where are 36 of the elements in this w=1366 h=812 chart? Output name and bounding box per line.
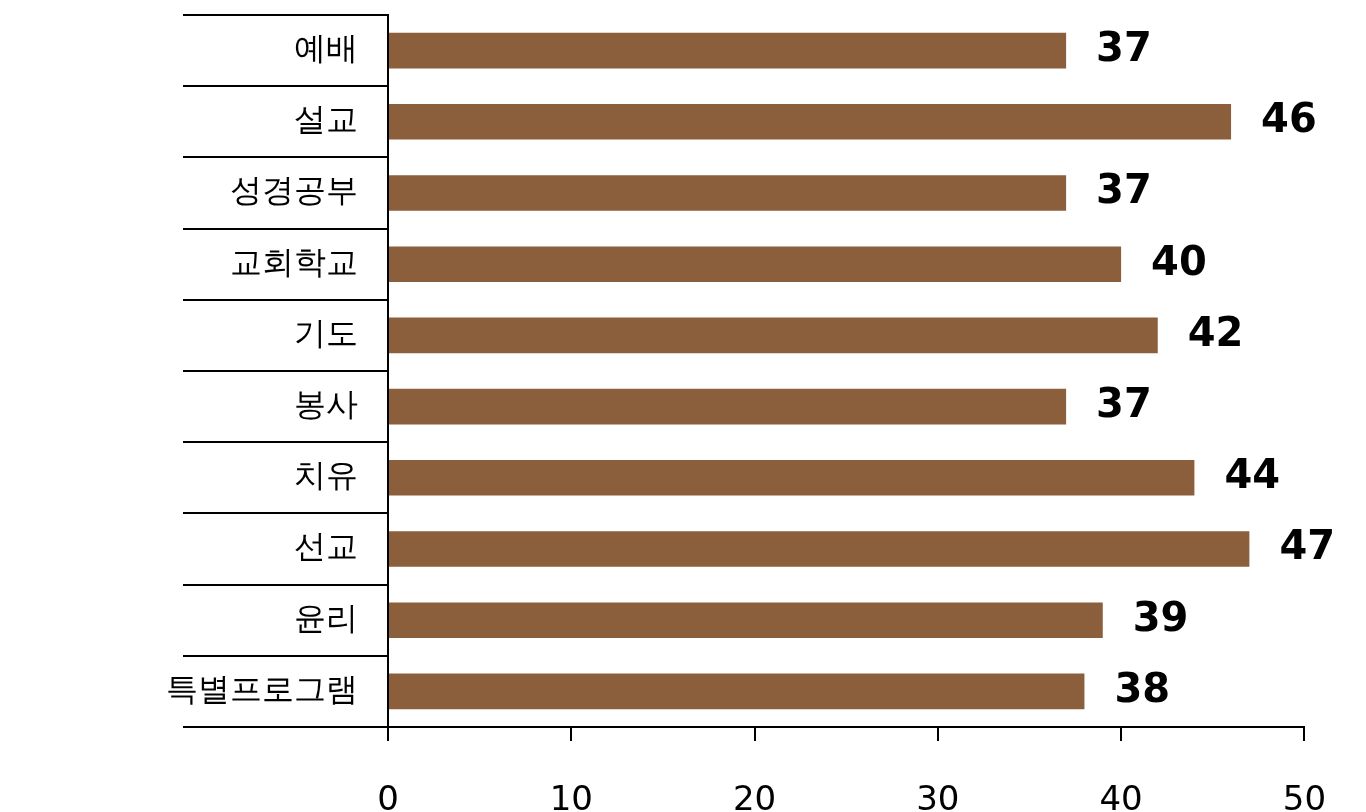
y-tick-label: 기도 [294,313,358,352]
data-label: 46 [1261,95,1317,142]
bar [389,32,1067,69]
y-tick-label: 성경공부 [230,171,358,210]
bar [389,673,1085,710]
data-label: 38 [1114,664,1171,711]
x-tick-label: 0 [377,778,399,812]
data-label: 44 [1224,451,1281,498]
data-label: 37 [1096,379,1152,426]
data-label: 40 [1151,237,1207,284]
data-label: 39 [1132,593,1189,640]
y-tick-label: 선교 [294,527,358,566]
x-tick-label: 40 [1099,778,1143,812]
bar [389,602,1103,638]
bar [389,175,1067,211]
bar [389,104,1232,140]
data-label: 47 [1279,522,1336,569]
y-tick-label: 특별프로그램 [166,669,358,708]
bar [389,246,1122,282]
y-tick-label: 윤리 [294,598,358,637]
y-tick-label: 봉사 [294,384,358,423]
bar [389,460,1195,496]
y-tick-label: 치유 [294,456,358,495]
bar [389,531,1250,567]
data-label: 42 [1187,308,1244,355]
bar [389,317,1158,354]
data-label: 37 [1096,23,1152,70]
y-tick-label: 교회학교 [230,242,358,281]
x-tick-label: 20 [732,778,777,812]
x-tick-label: 30 [916,778,960,812]
x-tick-label: 50 [1282,778,1326,812]
x-tick-label: 10 [549,778,593,812]
y-tick-label: 예배 [294,28,358,67]
data-label: 37 [1096,166,1152,213]
bar [389,388,1067,425]
y-tick-label: 설교 [294,100,358,139]
